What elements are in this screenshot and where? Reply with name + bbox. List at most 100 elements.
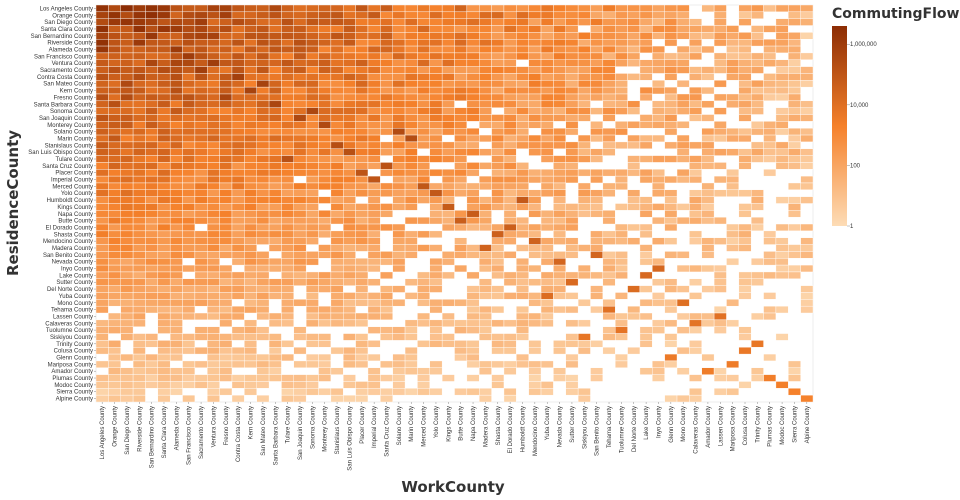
heatmap-cell [750,271,764,279]
heatmap-cell [454,175,468,184]
heatmap-cell [219,319,233,327]
heatmap-cell [145,285,159,293]
heatmap-cell [256,73,270,81]
heatmap-cell [268,86,282,95]
heatmap-cell [219,162,233,170]
heatmap-cell [355,353,369,362]
y-tick-label: Inyo County [61,267,93,273]
heatmap-cell [244,141,257,149]
heatmap-cell [330,251,344,259]
heatmap-cell [528,66,542,74]
heatmap-cell [157,128,171,136]
heatmap-cell [540,141,554,149]
heatmap-cell [169,25,183,33]
heatmap-cell [590,11,604,19]
heatmap-cell [565,203,579,211]
x-tick-label: Monterey County [323,406,329,452]
heatmap-cell [145,292,159,300]
heatmap-cell [108,367,121,375]
heatmap-cell [132,278,146,286]
heatmap-cell [318,59,332,67]
heatmap-cell [676,59,690,67]
heatmap-cell [775,121,789,129]
heatmap-cell [256,312,270,321]
heatmap-cell [454,189,468,197]
heatmap-cell [392,237,406,245]
heatmap-cell [330,45,344,54]
heatmap-cell [244,148,257,156]
heatmap-cell [417,388,430,396]
heatmap-cell [343,182,356,191]
heatmap-cell [194,278,208,286]
heatmap-cell [441,66,455,74]
heatmap-cell [256,45,270,54]
heatmap-cell [503,148,517,156]
heatmap-cell [800,32,814,40]
heatmap-cell [553,367,566,375]
heatmap-cell [713,134,727,143]
heatmap-cell [553,18,566,26]
heatmap-cell [565,52,579,60]
heatmap-cell [701,25,715,33]
heatmap-cell [454,59,468,67]
heatmap-cell [355,360,369,368]
heatmap-cell [268,223,282,232]
heatmap-cell [602,210,616,218]
x-tick-label: Siskiyou County [582,406,588,449]
x-tick-label: Sonoma County [310,406,316,449]
heatmap-cell [800,134,814,143]
heatmap-cell [219,292,233,300]
heatmap-cell [540,285,554,293]
heatmap-cell [268,155,282,163]
heatmap-cell [441,299,455,307]
heatmap-cell [528,59,542,67]
heatmap-cell [429,244,443,252]
heatmap-cell [689,374,702,382]
x-tick-label: Kern County [249,406,255,439]
heatmap-cell [231,394,245,403]
heatmap-cell [145,148,159,156]
heatmap-cell [652,18,665,26]
heatmap-cell [120,134,134,143]
heatmap-cell [318,223,332,232]
heatmap-cell [367,18,381,26]
heatmap-cell [429,278,443,286]
heatmap-cell [281,374,294,382]
heatmap-cell [713,93,727,102]
heatmap-cell [169,210,183,218]
heatmap-cell [615,141,628,149]
heatmap-cell [713,175,727,184]
heatmap-cell [293,32,307,40]
heatmap-cell [479,18,492,26]
legend-tick-label: 100 [850,163,861,169]
heatmap-cell [404,353,418,362]
heatmap-cell [664,107,678,115]
heatmap-cell [602,66,616,74]
heatmap-cell [380,18,393,26]
heatmap-cell [355,271,369,279]
heatmap-cell [479,45,492,54]
heatmap-cell [256,175,270,184]
y-tick-label: Marin County [57,136,93,142]
heatmap-cell [305,182,319,191]
heatmap-cell [565,121,579,129]
heatmap-cell [355,230,369,238]
heatmap-cell [330,169,344,177]
heatmap-cell [380,32,393,40]
heatmap-cell [330,18,344,26]
heatmap-cell [615,319,628,327]
heatmap-cell [788,388,801,396]
heatmap-cell [689,175,702,184]
heatmap-cell [343,141,356,149]
heatmap-cell [652,121,665,129]
heatmap-cell [689,278,702,286]
heatmap-cell [293,258,307,266]
heatmap-cell [256,258,270,266]
heatmap-cell [466,134,480,143]
heatmap-cell [293,66,307,74]
heatmap-cell [367,155,381,163]
heatmap-cell [268,237,282,245]
heatmap-cell [479,216,492,225]
heatmap-cell [392,182,406,191]
heatmap-cell [95,203,109,211]
